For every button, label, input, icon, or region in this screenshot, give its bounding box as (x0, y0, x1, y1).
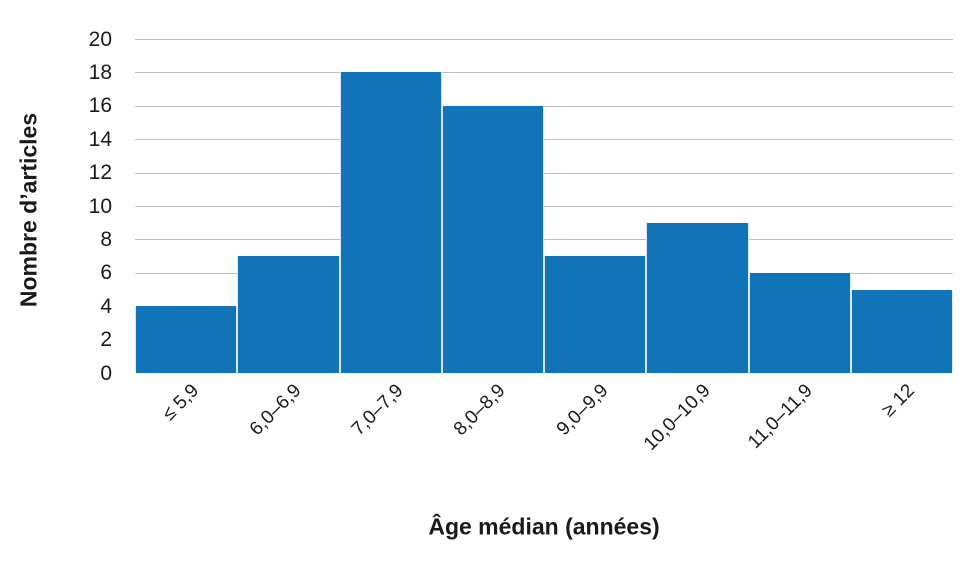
y-axis-tick-label: 20 (88, 27, 112, 51)
x-axis-title: Âge médian (années) (428, 513, 660, 540)
y-axis-tick-label: 18 (88, 60, 112, 84)
bar (441, 105, 544, 373)
x-axis-tick-label: 9,0–9,9 (552, 380, 613, 440)
x-axis-tick-label: ≥ 12 (878, 380, 919, 422)
gridline (135, 239, 953, 241)
y-axis-tick-label: 12 (88, 161, 112, 185)
x-axis-tick-label: 6,0–6,9 (245, 380, 306, 440)
y-axis-tick-label: 16 (88, 94, 112, 118)
x-axis-tick-label: 8,0–8,9 (450, 380, 510, 440)
bar (339, 72, 442, 373)
gridline (135, 206, 953, 207)
bar (646, 222, 749, 373)
plot-area (135, 39, 953, 373)
bar (135, 306, 238, 373)
y-axis-tick-label: 6 (100, 261, 112, 285)
x-axis-tick-label: 10,0–10,9 (639, 380, 715, 455)
y-axis-tick-label: 8 (100, 227, 112, 251)
bar (748, 272, 851, 373)
y-axis-tick-label: 2 (100, 328, 112, 352)
y-axis-tick-label: 14 (88, 127, 112, 151)
y-axis-tick-label: 0 (100, 361, 112, 385)
y-axis-tick-label: 4 (100, 294, 112, 318)
y-axis-tick-label: 10 (88, 194, 112, 218)
x-axis-tick-label: 11,0–11,9 (744, 380, 817, 453)
gridline (135, 139, 953, 141)
bar (544, 256, 647, 373)
gridline (135, 172, 953, 174)
gridline (135, 105, 953, 107)
bar (850, 289, 953, 373)
x-axis-tick-label: 7,0–7,9 (348, 380, 408, 440)
bar (237, 256, 340, 373)
gridline (135, 72, 953, 74)
gridline (135, 39, 953, 40)
x-axis-tick-label: ≤ 5,9 (158, 380, 204, 425)
